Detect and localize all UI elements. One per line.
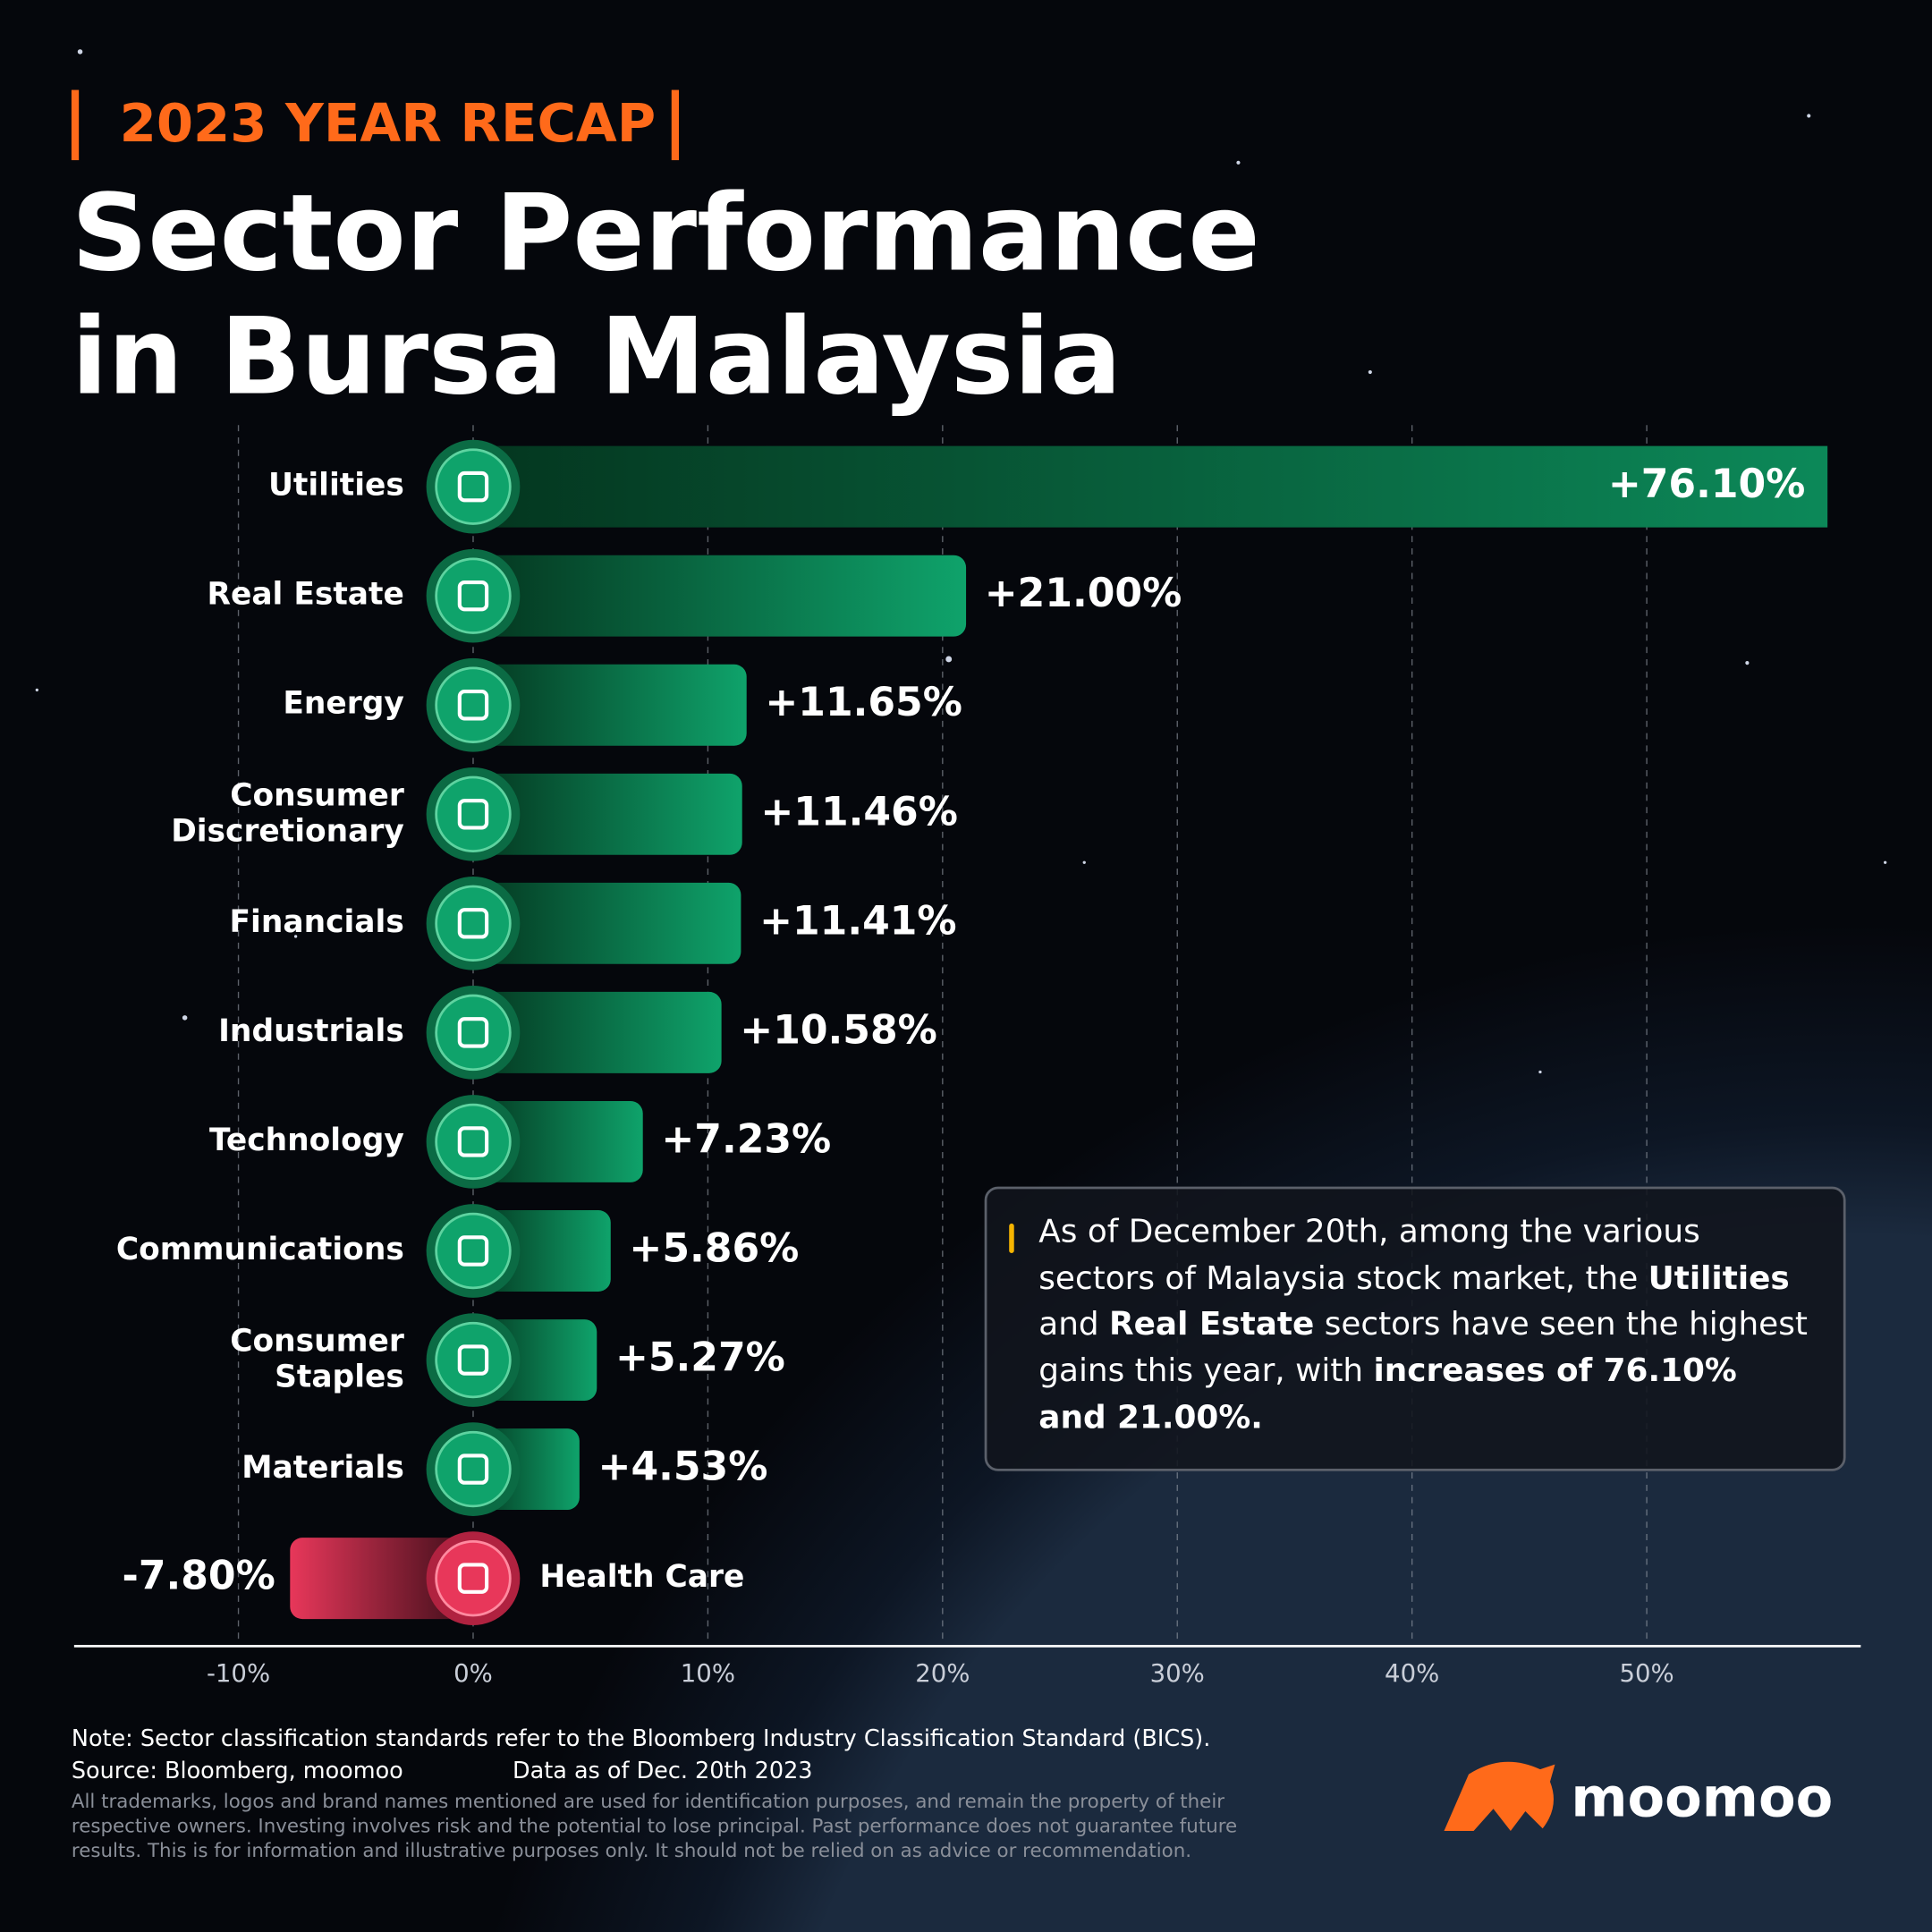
category-label: Real Estate <box>207 577 403 613</box>
value-label: +5.86% <box>629 1225 799 1271</box>
bar <box>472 882 741 964</box>
bar <box>472 773 742 855</box>
tag-bar <box>671 89 680 161</box>
category-label: Health Care <box>539 1559 744 1595</box>
x-tick-label: 10% <box>681 1659 735 1688</box>
value-label: +4.53% <box>598 1445 768 1490</box>
value-label: +11.46% <box>760 789 958 835</box>
source: Source: Bloomberg, moomoo <box>72 1758 403 1784</box>
annotation-box <box>984 1186 1846 1471</box>
disclaimer: All trademarks, logos and brand names me… <box>71 1790 1238 1862</box>
icon <box>435 885 512 962</box>
annotation-bold: Utilities <box>1648 1259 1790 1298</box>
icon-glyph <box>457 580 489 612</box>
value-label: +5.27% <box>615 1335 785 1381</box>
icon <box>435 448 512 525</box>
category-label: Technology <box>209 1123 404 1158</box>
tag-bar <box>71 89 80 161</box>
category-label: Energy <box>283 686 403 722</box>
category-label: Consumer Staples <box>230 1323 404 1394</box>
category-label: Communications <box>116 1232 404 1267</box>
icon-glyph <box>457 1344 489 1376</box>
category-label: Materials <box>242 1450 404 1486</box>
value-label: -7.80% <box>123 1554 275 1599</box>
x-tick-label: -10% <box>207 1659 270 1688</box>
icon-glyph <box>457 1017 489 1048</box>
icon-glyph <box>457 908 489 939</box>
bar <box>472 664 747 746</box>
annotation-area: As of December 20th, among the various s… <box>1038 1210 1815 1443</box>
data-date: Data as of Dec. 20th 2023 <box>513 1758 812 1784</box>
x-tick-label: 40% <box>1385 1659 1439 1688</box>
x-tick-label: 0% <box>453 1659 493 1688</box>
bar <box>290 1538 473 1620</box>
icon-glyph <box>457 690 489 721</box>
x-tick-label: 30% <box>1150 1659 1205 1688</box>
x-tick-label: 50% <box>1619 1659 1674 1688</box>
bar <box>472 1100 643 1182</box>
note: Note: Sector classification standards re… <box>72 1725 1210 1752</box>
icon <box>435 1430 512 1508</box>
category-label: Financials <box>230 904 404 940</box>
value-label: +10.58% <box>740 1007 937 1053</box>
annotation-text: As of December 20th, among the various s… <box>1038 1213 1700 1298</box>
icon <box>435 1321 512 1399</box>
chart-title: Sector Performance in Bursa Malaysia <box>71 172 1260 419</box>
icon-glyph <box>457 1453 489 1485</box>
category-label: Utilities <box>268 468 404 504</box>
annotation-bold: increases of 76.10% and 21.00%. <box>1038 1352 1737 1436</box>
stars <box>35 49 1887 1074</box>
bar <box>472 991 722 1073</box>
icon <box>435 1212 512 1290</box>
category-label: Consumer Discretionary <box>171 777 404 849</box>
icon <box>435 557 512 634</box>
icon-glyph <box>457 799 489 830</box>
bar <box>472 445 1828 528</box>
logo-icon <box>1444 1761 1555 1832</box>
disclaimer-box: All trademarks, logos and brand names me… <box>71 1790 1238 1862</box>
title-box: Sector Performance in Bursa Malaysia <box>71 172 1260 419</box>
category-label: Industrials <box>218 1013 404 1049</box>
icon-glyph <box>457 470 489 503</box>
icon <box>435 994 512 1072</box>
annotation-marker <box>1009 1223 1014 1253</box>
value-label: +76.10% <box>1608 462 1806 507</box>
icon-glyph <box>457 1235 489 1267</box>
value-label: +11.41% <box>759 898 957 944</box>
value-label: +11.65% <box>765 680 962 725</box>
tag: 2023 YEAR RECAP <box>120 92 657 154</box>
annotation-text: and <box>1038 1306 1110 1344</box>
icon <box>435 775 512 852</box>
annotation: As of December 20th, among the various s… <box>1038 1210 1815 1443</box>
annotation-bold: Real Estate <box>1109 1306 1315 1344</box>
icon <box>435 666 512 743</box>
value-label: +7.23% <box>661 1116 831 1162</box>
x-tick-label: 20% <box>915 1659 970 1688</box>
icon-glyph <box>457 1563 489 1594</box>
value-label: +21.00% <box>985 571 1182 616</box>
icon <box>435 1539 512 1617</box>
icon-glyph <box>457 1126 489 1157</box>
bar <box>472 555 967 637</box>
icon <box>435 1103 512 1181</box>
annotation-text: sectors have seen the highest gains this… <box>1038 1306 1808 1391</box>
logo-text: moomoo <box>1571 1767 1833 1830</box>
